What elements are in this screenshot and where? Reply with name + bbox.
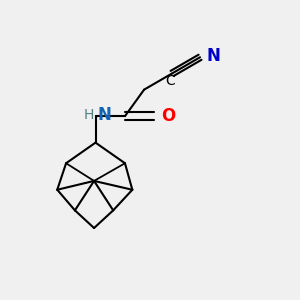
Text: H: H bbox=[84, 108, 94, 122]
Text: N: N bbox=[98, 106, 112, 124]
Text: O: O bbox=[161, 106, 175, 124]
Text: C: C bbox=[165, 74, 175, 88]
Text: N: N bbox=[206, 47, 220, 65]
